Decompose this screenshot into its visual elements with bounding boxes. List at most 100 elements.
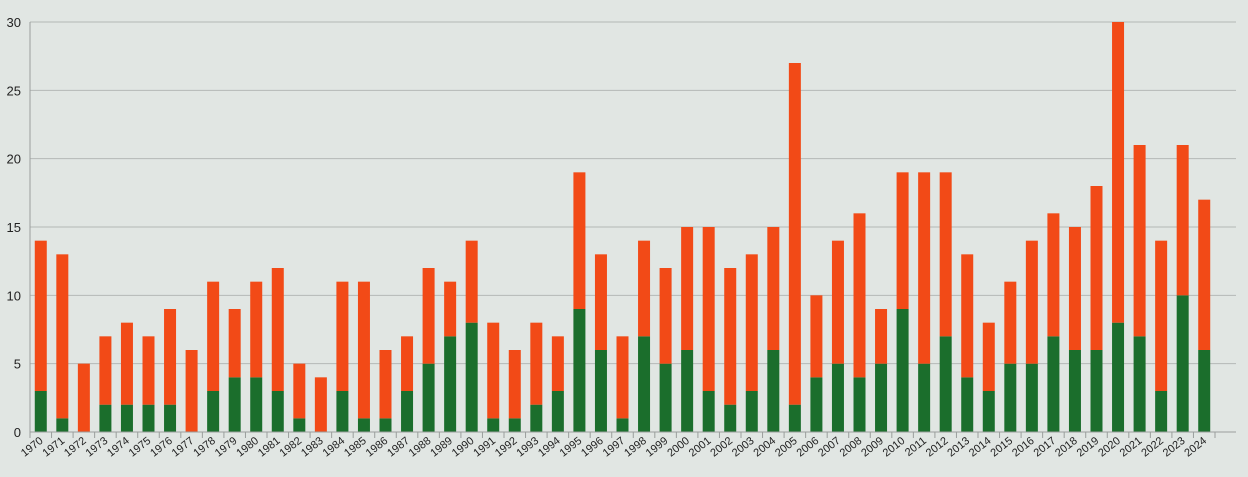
- x-tick-label: 1994: [536, 435, 563, 460]
- bar-upper-1984: [336, 281, 349, 391]
- bar-upper-1973: [99, 336, 112, 405]
- x-tick-label: 2015: [988, 435, 1015, 460]
- x-tick-label: 2003: [730, 435, 757, 460]
- bar-upper-2013: [961, 254, 974, 378]
- bar-lower-1978: [207, 391, 220, 432]
- x-tick-label: 1985: [342, 435, 369, 460]
- bar-lower-1982: [293, 418, 306, 432]
- bar-upper-2004: [767, 227, 780, 350]
- x-tick-label: 2002: [708, 435, 735, 460]
- bar-lower-1989: [444, 336, 457, 432]
- bar-upper-1981: [271, 268, 284, 391]
- bar-upper-2015: [1004, 281, 1017, 364]
- bar-upper-1985: [357, 281, 370, 419]
- x-tick-label: 1970: [19, 435, 46, 460]
- bar-lower-2011: [918, 363, 931, 432]
- bar-upper-1978: [207, 281, 220, 391]
- bar-upper-1977: [185, 350, 198, 432]
- bar-upper-2008: [853, 213, 866, 378]
- bar-upper-2012: [939, 172, 952, 337]
- bar-upper-2018: [1068, 227, 1081, 350]
- x-tick-label: 1984: [321, 435, 348, 460]
- y-axis-ticks: 0 5 10 15 20 25 30: [7, 15, 21, 440]
- bar-lower-1992: [508, 418, 521, 432]
- x-tick-label: 1986: [364, 435, 391, 460]
- bar-upper-1980: [250, 281, 263, 378]
- bar-upper-1974: [120, 322, 133, 405]
- bar-lower-1979: [228, 377, 241, 432]
- x-tick-label: 1997: [601, 435, 628, 460]
- bar-upper-2011: [918, 172, 931, 364]
- bar-upper-1996: [594, 254, 607, 350]
- bar-lower-2004: [767, 350, 780, 432]
- bar-lower-1974: [120, 404, 133, 432]
- bar-upper-2022: [1155, 240, 1168, 391]
- bar-lower-1971: [56, 418, 69, 432]
- x-tick-label: 1977: [170, 435, 197, 460]
- bar-upper-2014: [982, 322, 995, 391]
- x-tick-label: 1996: [579, 435, 606, 460]
- bar-upper-1979: [228, 309, 241, 378]
- bar-upper-2007: [831, 240, 844, 364]
- bar-lower-2008: [853, 377, 866, 432]
- bar-upper-2006: [810, 295, 823, 378]
- bar-lower-2018: [1068, 350, 1081, 432]
- x-tick-label: 1975: [127, 435, 154, 460]
- x-tick-label: 1989: [428, 435, 455, 460]
- x-tick-label: 2006: [795, 435, 822, 460]
- x-tick-label: 1987: [385, 435, 412, 460]
- bar-lower-1980: [250, 377, 263, 432]
- x-tick-label: 1974: [105, 435, 132, 460]
- bars: [34, 22, 1211, 432]
- x-tick-label: 1982: [277, 435, 304, 460]
- bar-upper-2017: [1047, 213, 1060, 337]
- y-tick-label: 0: [14, 425, 21, 440]
- x-tick-label: 1971: [40, 435, 67, 460]
- bar-lower-2005: [788, 404, 801, 432]
- bar-upper-2016: [1025, 240, 1038, 364]
- x-tick-label: 2010: [881, 435, 908, 460]
- x-tick-label: 2000: [665, 435, 692, 460]
- bar-upper-2000: [681, 227, 694, 350]
- bar-upper-1993: [530, 322, 543, 405]
- x-tick-label: 2020: [1096, 435, 1123, 460]
- bar-lower-2007: [831, 363, 844, 432]
- x-tick-label: 1991: [471, 435, 498, 460]
- bar-upper-1972: [77, 363, 90, 432]
- bar-upper-1990: [465, 240, 478, 323]
- y-tick-label: 30: [7, 15, 21, 30]
- x-tick-label: 1979: [213, 435, 240, 460]
- bar-lower-1990: [465, 322, 478, 432]
- x-tick-label: 2017: [1032, 435, 1059, 460]
- bar-lower-2006: [810, 377, 823, 432]
- y-tick-label: 10: [7, 288, 21, 303]
- x-tick-label: 1983: [299, 435, 326, 460]
- bar-upper-2023: [1176, 145, 1189, 296]
- x-tick-label: 2007: [816, 435, 843, 460]
- x-tick-label: 2001: [687, 435, 714, 460]
- x-tick-label: 2019: [1075, 435, 1102, 460]
- x-tick-label: 2016: [1010, 435, 1037, 460]
- x-tick-label: 2021: [1118, 435, 1145, 460]
- bar-lower-2019: [1090, 350, 1103, 432]
- bar-lower-1995: [573, 309, 586, 432]
- x-tick-label: 2011: [903, 435, 929, 459]
- bar-lower-2015: [1004, 363, 1017, 432]
- bar-lower-2014: [982, 391, 995, 432]
- bar-lower-1981: [271, 391, 284, 432]
- x-tick-label: 2014: [967, 435, 994, 460]
- bar-lower-1994: [551, 391, 564, 432]
- x-tick-label: 2023: [1161, 435, 1188, 460]
- bar-lower-1996: [594, 350, 607, 432]
- x-tick-label: 2018: [1053, 435, 1080, 460]
- x-tick-label: 2012: [924, 435, 951, 460]
- bar-lower-1988: [422, 363, 435, 432]
- bar-lower-2020: [1112, 322, 1125, 432]
- bar-upper-1975: [142, 336, 155, 405]
- bar-upper-1994: [551, 336, 564, 391]
- x-tick-label: 1976: [148, 435, 175, 460]
- axes: [29, 22, 1236, 438]
- x-tick-label: 1992: [493, 435, 520, 460]
- bar-lower-1998: [638, 336, 651, 432]
